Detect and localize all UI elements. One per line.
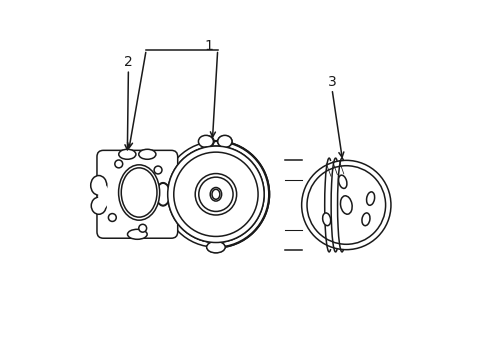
Circle shape [154, 166, 162, 174]
FancyBboxPatch shape [97, 150, 177, 238]
Ellipse shape [139, 149, 156, 159]
Ellipse shape [119, 149, 136, 159]
Ellipse shape [322, 213, 330, 226]
Ellipse shape [206, 242, 225, 253]
Ellipse shape [210, 188, 221, 201]
Ellipse shape [99, 184, 108, 208]
Ellipse shape [91, 197, 106, 214]
Text: 1: 1 [204, 39, 213, 53]
Circle shape [115, 160, 122, 168]
Ellipse shape [217, 135, 231, 148]
Ellipse shape [91, 176, 106, 195]
Circle shape [108, 213, 116, 221]
Ellipse shape [127, 229, 147, 239]
Text: 3: 3 [327, 75, 336, 89]
Ellipse shape [118, 165, 160, 220]
Circle shape [301, 160, 390, 249]
Ellipse shape [338, 175, 346, 188]
Circle shape [167, 146, 264, 243]
Text: 2: 2 [124, 55, 133, 69]
Circle shape [139, 224, 146, 232]
Ellipse shape [361, 213, 369, 226]
Ellipse shape [198, 135, 213, 148]
Ellipse shape [200, 136, 214, 147]
Circle shape [167, 146, 264, 243]
Ellipse shape [340, 196, 351, 214]
Ellipse shape [206, 242, 224, 252]
Ellipse shape [366, 192, 374, 205]
Circle shape [195, 174, 236, 215]
Circle shape [163, 141, 268, 247]
Ellipse shape [156, 183, 170, 206]
Ellipse shape [156, 183, 169, 205]
Ellipse shape [217, 136, 231, 147]
